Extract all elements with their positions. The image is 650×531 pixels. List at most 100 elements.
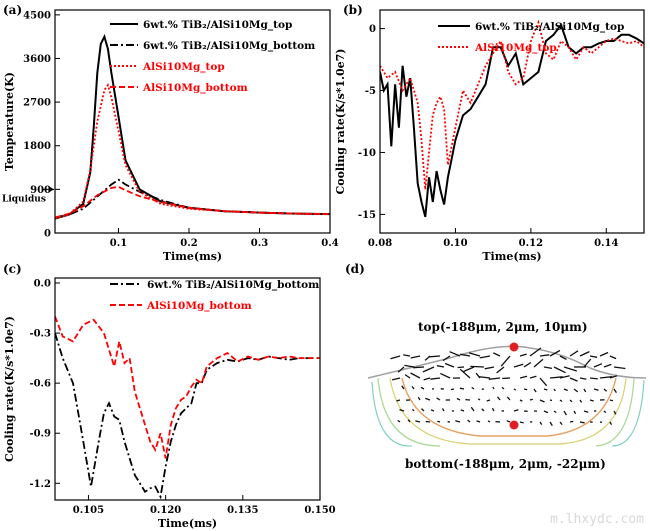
velocity-arrow	[430, 377, 441, 380]
velocity-arrow	[496, 396, 501, 401]
x-tick-label: 0.10	[443, 238, 467, 249]
velocity-arrow	[459, 387, 465, 390]
velocity-arrow	[553, 410, 557, 414]
y-tick-label: -5	[365, 86, 376, 97]
velocity-arrow	[436, 397, 441, 401]
y-tick-label: 0	[44, 229, 51, 240]
velocity-arrow	[579, 351, 590, 357]
velocity-arrow	[533, 388, 537, 393]
contour-3-right	[595, 377, 635, 447]
velocity-arrow	[436, 365, 445, 368]
velocity-arrow	[583, 388, 587, 393]
contour-3	[377, 377, 441, 447]
velocity-arrow	[603, 388, 608, 392]
velocity-arrow	[403, 354, 411, 357]
y-axis-label: Temperature(K)	[3, 72, 16, 171]
velocity-arrow	[413, 366, 425, 369]
legend-label-2: AlSi10Mg_bottom	[146, 300, 252, 313]
velocity-arrow	[519, 353, 527, 357]
velocity-arrow	[579, 421, 585, 424]
legend-label-2: AlSi10Mg_top	[474, 42, 557, 55]
panel-d-melt-pool-simulation: (d) top(-188μm, 2μm, 10μm) bottom(-188μm…	[345, 262, 647, 471]
velocity-arrow	[613, 388, 617, 393]
velocity-arrow	[460, 353, 471, 357]
velocity-arrow	[519, 375, 528, 379]
velocity-arrow	[513, 388, 517, 391]
velocity-arrow	[559, 421, 563, 426]
velocity-arrow	[573, 410, 577, 415]
y-tick-label: -10	[358, 148, 376, 159]
legend-label-1: 6wt.% TiB₂/AlSi10Mg_top	[475, 21, 624, 34]
velocity-arrow	[396, 399, 401, 402]
y-tick-label: 0.0	[34, 279, 51, 290]
velocity-arrow	[457, 366, 465, 369]
velocity-arrow	[502, 377, 511, 380]
velocity-arrow	[599, 351, 609, 357]
velocity-arrow	[488, 377, 501, 380]
velocity-arrow	[506, 420, 511, 423]
velocity-arrow	[500, 355, 511, 367]
x-tick-label: 0.2	[180, 238, 197, 249]
panel-a-temperature-chart: (a) 0.1 0.2 0.3 0.4 0 900 1800 2700 3600 4500 Time(…	[2, 3, 339, 263]
velocity-arrow	[609, 375, 618, 379]
legend-label-1: 6wt.% TiB₂/AlSi10Mg_top	[143, 19, 292, 32]
velocity-arrow	[569, 420, 574, 423]
velocity-arrow	[583, 410, 589, 413]
velocity-arrow	[430, 409, 435, 412]
series-line-2	[55, 178, 330, 219]
velocity-arrow	[493, 352, 501, 357]
y-tick-label: 3600	[23, 54, 51, 65]
legend-label-1: 6wt.% TiB₂/AlSi10Mg_bottom	[147, 279, 319, 292]
velocity-arrow	[519, 399, 523, 402]
velocity-arrow	[422, 366, 435, 373]
watermark: m.lhxydc.com	[550, 512, 644, 527]
velocity-arrow	[496, 366, 505, 374]
series-line-1	[380, 22, 644, 218]
x-axis-label: Time(ms)	[482, 250, 541, 263]
velocity-arrow	[479, 355, 491, 359]
x-tick-label: 0.14	[594, 238, 618, 249]
velocity-arrow	[471, 386, 475, 390]
velocity-arrow	[569, 377, 578, 382]
velocity-arrow	[404, 364, 415, 368]
y-tick-label: -1.2	[29, 479, 51, 490]
velocity-arrow	[486, 399, 491, 402]
velocity-arrow	[476, 420, 481, 423]
velocity-arrow	[589, 377, 598, 380]
velocity-arrow	[539, 354, 550, 357]
velocity-arrow	[417, 396, 421, 401]
legend-label-2: 6wt.% TiB₂/AlSi10Mg_bottom	[143, 40, 315, 53]
velocity-arrow	[399, 408, 405, 412]
velocity-arrow	[513, 409, 519, 412]
velocity-arrow	[519, 421, 524, 424]
x-axis-label: Time(ms)	[158, 517, 217, 530]
velocity-arrow	[539, 421, 543, 425]
velocity-arrow	[470, 365, 485, 368]
velocity-arrow	[549, 349, 561, 357]
y-tick-label: -0.6	[29, 379, 51, 390]
velocity-arrow	[390, 355, 401, 360]
velocity-arrow	[543, 366, 553, 370]
x-tick-label: 0.135	[227, 505, 258, 516]
top-point-label: top(-188μm, 2μm, 10μm)	[418, 320, 588, 334]
panel-label: (a)	[3, 3, 22, 17]
velocity-arrow	[579, 377, 587, 380]
velocity-arrow	[506, 396, 511, 401]
velocity-arrow	[543, 410, 549, 414]
velocity-arrow	[529, 347, 542, 357]
panel-label: (c)	[3, 262, 22, 276]
velocity-arrow	[440, 372, 451, 379]
velocity-arrow	[459, 368, 471, 379]
x-tick-label: 0.150	[304, 505, 335, 516]
velocity-arrow	[583, 358, 592, 368]
velocity-arrow	[589, 399, 594, 402]
velocity-arrow	[563, 410, 567, 416]
legend-label-3: AlSi10Mg_top	[142, 61, 225, 74]
velocity-arrow	[603, 363, 612, 368]
y-tick-label: 0	[369, 24, 376, 35]
velocity-arrow	[529, 398, 533, 401]
velocity-arrow	[529, 375, 537, 379]
plot-frame	[54, 277, 321, 501]
velocity-arrow	[569, 350, 579, 357]
